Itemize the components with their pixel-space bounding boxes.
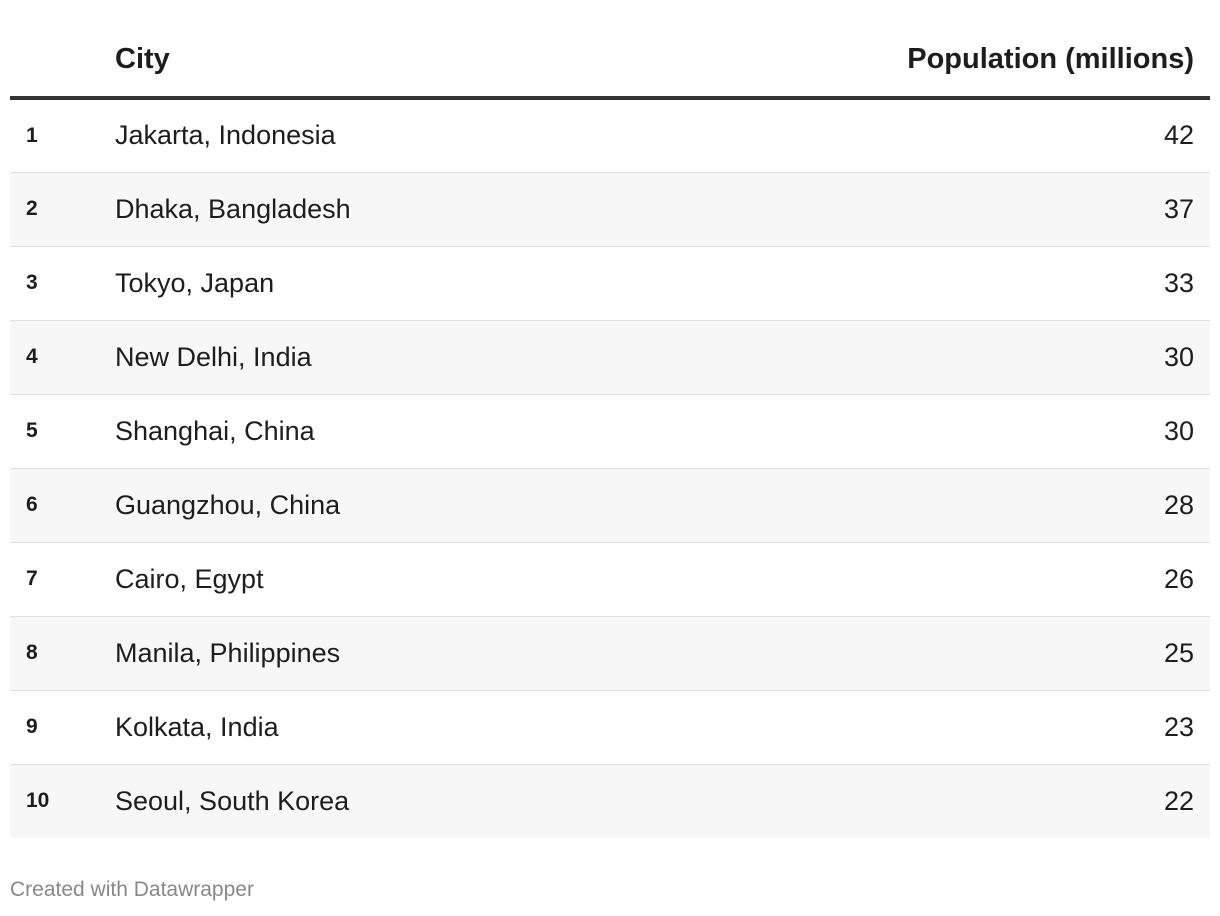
table-row: 6 Guangzhou, China 28 bbox=[10, 468, 1210, 543]
header-rank bbox=[10, 0, 115, 100]
table-row: 2 Dhaka, Bangladesh 37 bbox=[10, 172, 1210, 247]
city-cell: New Delhi, India bbox=[115, 320, 790, 395]
population-cell: 22 bbox=[790, 764, 1210, 838]
population-cell: 28 bbox=[790, 468, 1210, 543]
population-cell: 42 bbox=[790, 98, 1210, 173]
rank-cell: 8 bbox=[10, 616, 115, 691]
rank-cell: 3 bbox=[10, 246, 115, 321]
rank-cell: 6 bbox=[10, 468, 115, 543]
rank-cell: 10 bbox=[10, 764, 115, 838]
city-cell: Shanghai, China bbox=[115, 394, 790, 469]
population-cell: 23 bbox=[790, 690, 1210, 765]
city-cell: Guangzhou, China bbox=[115, 468, 790, 543]
rank-cell: 7 bbox=[10, 542, 115, 617]
population-cell: 33 bbox=[790, 246, 1210, 321]
table-container: City Population (millions) 1 Jakarta, Ind… bbox=[10, 0, 1210, 838]
table-row: 4 New Delhi, India 30 bbox=[10, 320, 1210, 395]
header-city[interactable]: City bbox=[115, 0, 790, 100]
rank-cell: 9 bbox=[10, 690, 115, 765]
population-cell: 25 bbox=[790, 616, 1210, 691]
city-cell: Manila, Philippines bbox=[115, 616, 790, 691]
table-row: 8 Manila, Philippines 25 bbox=[10, 616, 1210, 691]
city-cell: Kolkata, India bbox=[115, 690, 790, 765]
table-row: 9 Kolkata, India 23 bbox=[10, 690, 1210, 765]
data-table: City Population (millions) 1 Jakarta, Ind… bbox=[10, 0, 1210, 838]
header-population[interactable]: Population (millions) bbox=[790, 0, 1210, 100]
city-cell: Tokyo, Japan bbox=[115, 246, 790, 321]
table-row: 7 Cairo, Egypt 26 bbox=[10, 542, 1210, 617]
table-row: 3 Tokyo, Japan 33 bbox=[10, 246, 1210, 321]
city-cell: Jakarta, Indonesia bbox=[115, 98, 790, 173]
header-row: City Population (millions) bbox=[10, 0, 1210, 100]
rank-cell: 1 bbox=[10, 98, 115, 173]
population-cell: 26 bbox=[790, 542, 1210, 617]
population-cell: 30 bbox=[790, 394, 1210, 469]
table-header: City Population (millions) bbox=[10, 0, 1210, 100]
rank-cell: 5 bbox=[10, 394, 115, 469]
table-row: 1 Jakarta, Indonesia 42 bbox=[10, 98, 1210, 173]
table-row: 5 Shanghai, China 30 bbox=[10, 394, 1210, 469]
city-cell: Dhaka, Bangladesh bbox=[115, 172, 790, 247]
population-cell: 30 bbox=[790, 320, 1210, 395]
rank-cell: 4 bbox=[10, 320, 115, 395]
footer-credit[interactable]: Created with Datawrapper bbox=[10, 878, 254, 901]
city-cell: Seoul, South Korea bbox=[115, 764, 790, 838]
city-cell: Cairo, Egypt bbox=[115, 542, 790, 617]
rank-cell: 2 bbox=[10, 172, 115, 247]
table-row: 10 Seoul, South Korea 22 bbox=[10, 764, 1210, 838]
table-body: 1 Jakarta, Indonesia 42 2 Dhaka, Bangladesh 3… bbox=[10, 98, 1210, 838]
population-cell: 37 bbox=[790, 172, 1210, 247]
